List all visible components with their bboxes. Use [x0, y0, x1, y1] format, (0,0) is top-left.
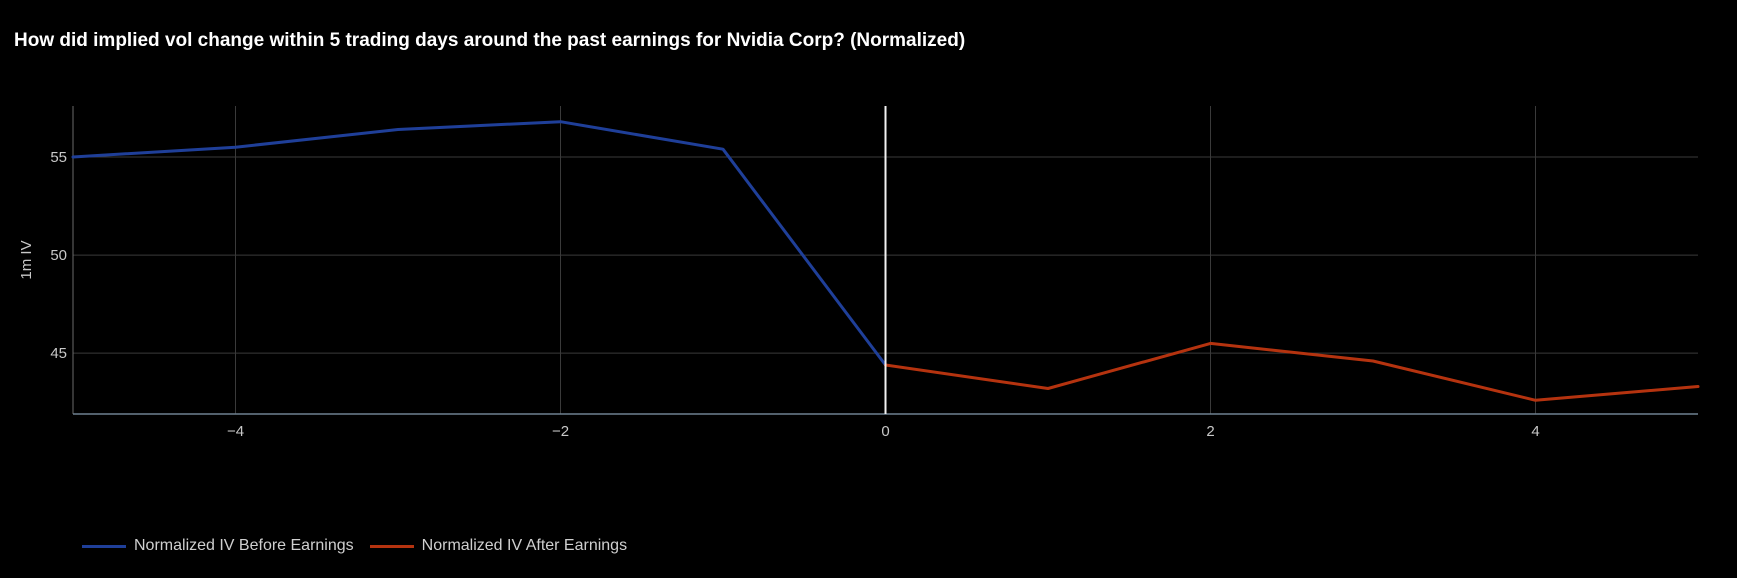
- legend-item-after[interactable]: Normalized IV After Earnings: [369, 537, 628, 555]
- legend-label-after: Normalized IV After Earnings: [421, 537, 628, 554]
- series-line-after: [884, 341, 1700, 402]
- y-tick-label: 55: [50, 149, 67, 166]
- legend-label-before: Normalized IV Before Earnings: [134, 537, 354, 554]
- legend: Normalized IV Before Earnings Normalized…: [82, 537, 627, 555]
- x-tick-label: −4: [227, 423, 244, 440]
- series-lines: [71, 106, 1700, 414]
- x-tick-label: 2: [1206, 423, 1214, 440]
- x-tick-label: −2: [552, 423, 569, 440]
- y-tick-label: 50: [50, 247, 67, 264]
- legend-swatch-before: [82, 544, 126, 548]
- x-tick-label: 0: [881, 423, 889, 440]
- y-axis-label: 1m IV: [18, 240, 35, 279]
- x-tick-label: 4: [1531, 423, 1539, 440]
- series-line-before: [71, 120, 887, 367]
- tick-labels: 45 50 55 −4 −2 0 2 4 1m IV: [18, 149, 1540, 440]
- legend-item-before[interactable]: Normalized IV Before Earnings: [82, 537, 354, 555]
- legend-swatch-after: [369, 544, 414, 548]
- y-tick-label: 45: [50, 345, 67, 362]
- chart-title: How did implied vol change within 5 trad…: [14, 30, 966, 51]
